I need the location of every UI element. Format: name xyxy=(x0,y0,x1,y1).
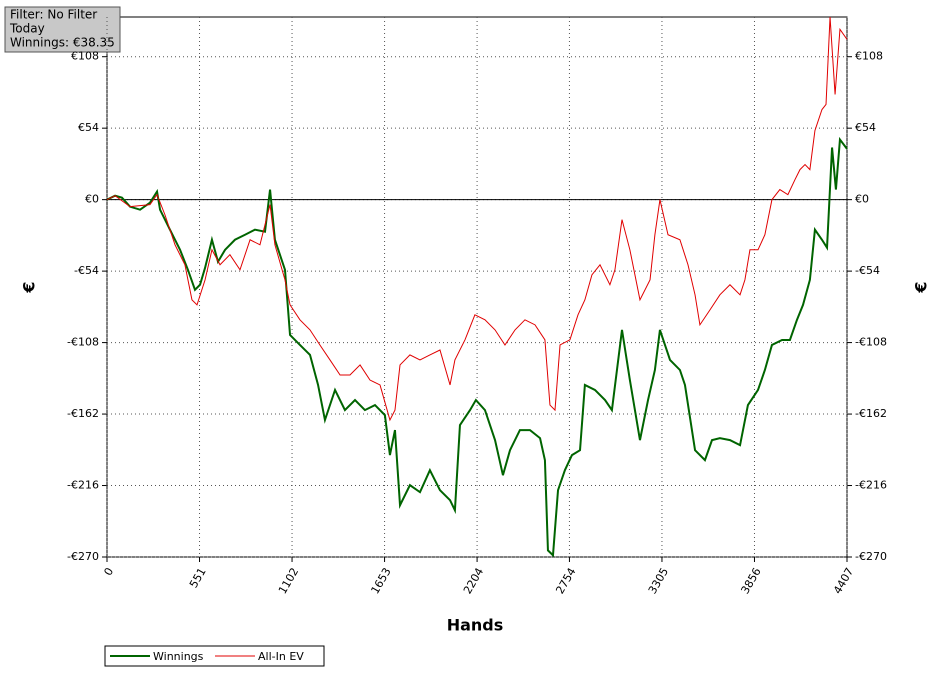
y-tick-label: €108 xyxy=(71,50,99,63)
y2-tick-label: -€54 xyxy=(855,264,880,277)
y-tick-label: -€54 xyxy=(74,264,99,277)
plot-area xyxy=(106,16,848,558)
y-axis-label: € xyxy=(20,281,39,293)
y-tick-label: €54 xyxy=(78,121,99,134)
y-tick-label: -€162 xyxy=(67,407,99,420)
info-box: Filter: No Filter Today Winnings: €38.35 xyxy=(4,6,121,53)
y-tick-label: -€216 xyxy=(67,479,99,492)
y-tick-label: €0 xyxy=(85,193,99,206)
y2-tick-label: -€108 xyxy=(855,336,887,349)
y-tick-label: -€108 xyxy=(67,336,99,349)
series-line xyxy=(106,16,848,422)
y2-tick-label: -€270 xyxy=(855,550,887,563)
legend-box xyxy=(104,645,325,667)
y2-axis-label: € xyxy=(912,281,931,293)
legend-label: All-In EV xyxy=(258,650,304,663)
y-tick-label: -€270 xyxy=(67,550,99,563)
info-background xyxy=(4,6,121,53)
series-line xyxy=(106,136,848,558)
legend-label: Winnings xyxy=(153,650,204,663)
y2-tick-label: €0 xyxy=(855,193,869,206)
y2-tick-label: -€216 xyxy=(855,479,887,492)
info-filter: Filter: No Filter xyxy=(10,8,97,22)
info-winnings: Winnings: €38.35 xyxy=(10,36,115,50)
y2-tick-label: €54 xyxy=(855,121,876,134)
info-period: Today xyxy=(9,22,45,36)
x-axis-label: Hands xyxy=(447,616,504,635)
y2-tick-label: €108 xyxy=(855,50,883,63)
y2-tick-label: -€162 xyxy=(855,407,887,420)
